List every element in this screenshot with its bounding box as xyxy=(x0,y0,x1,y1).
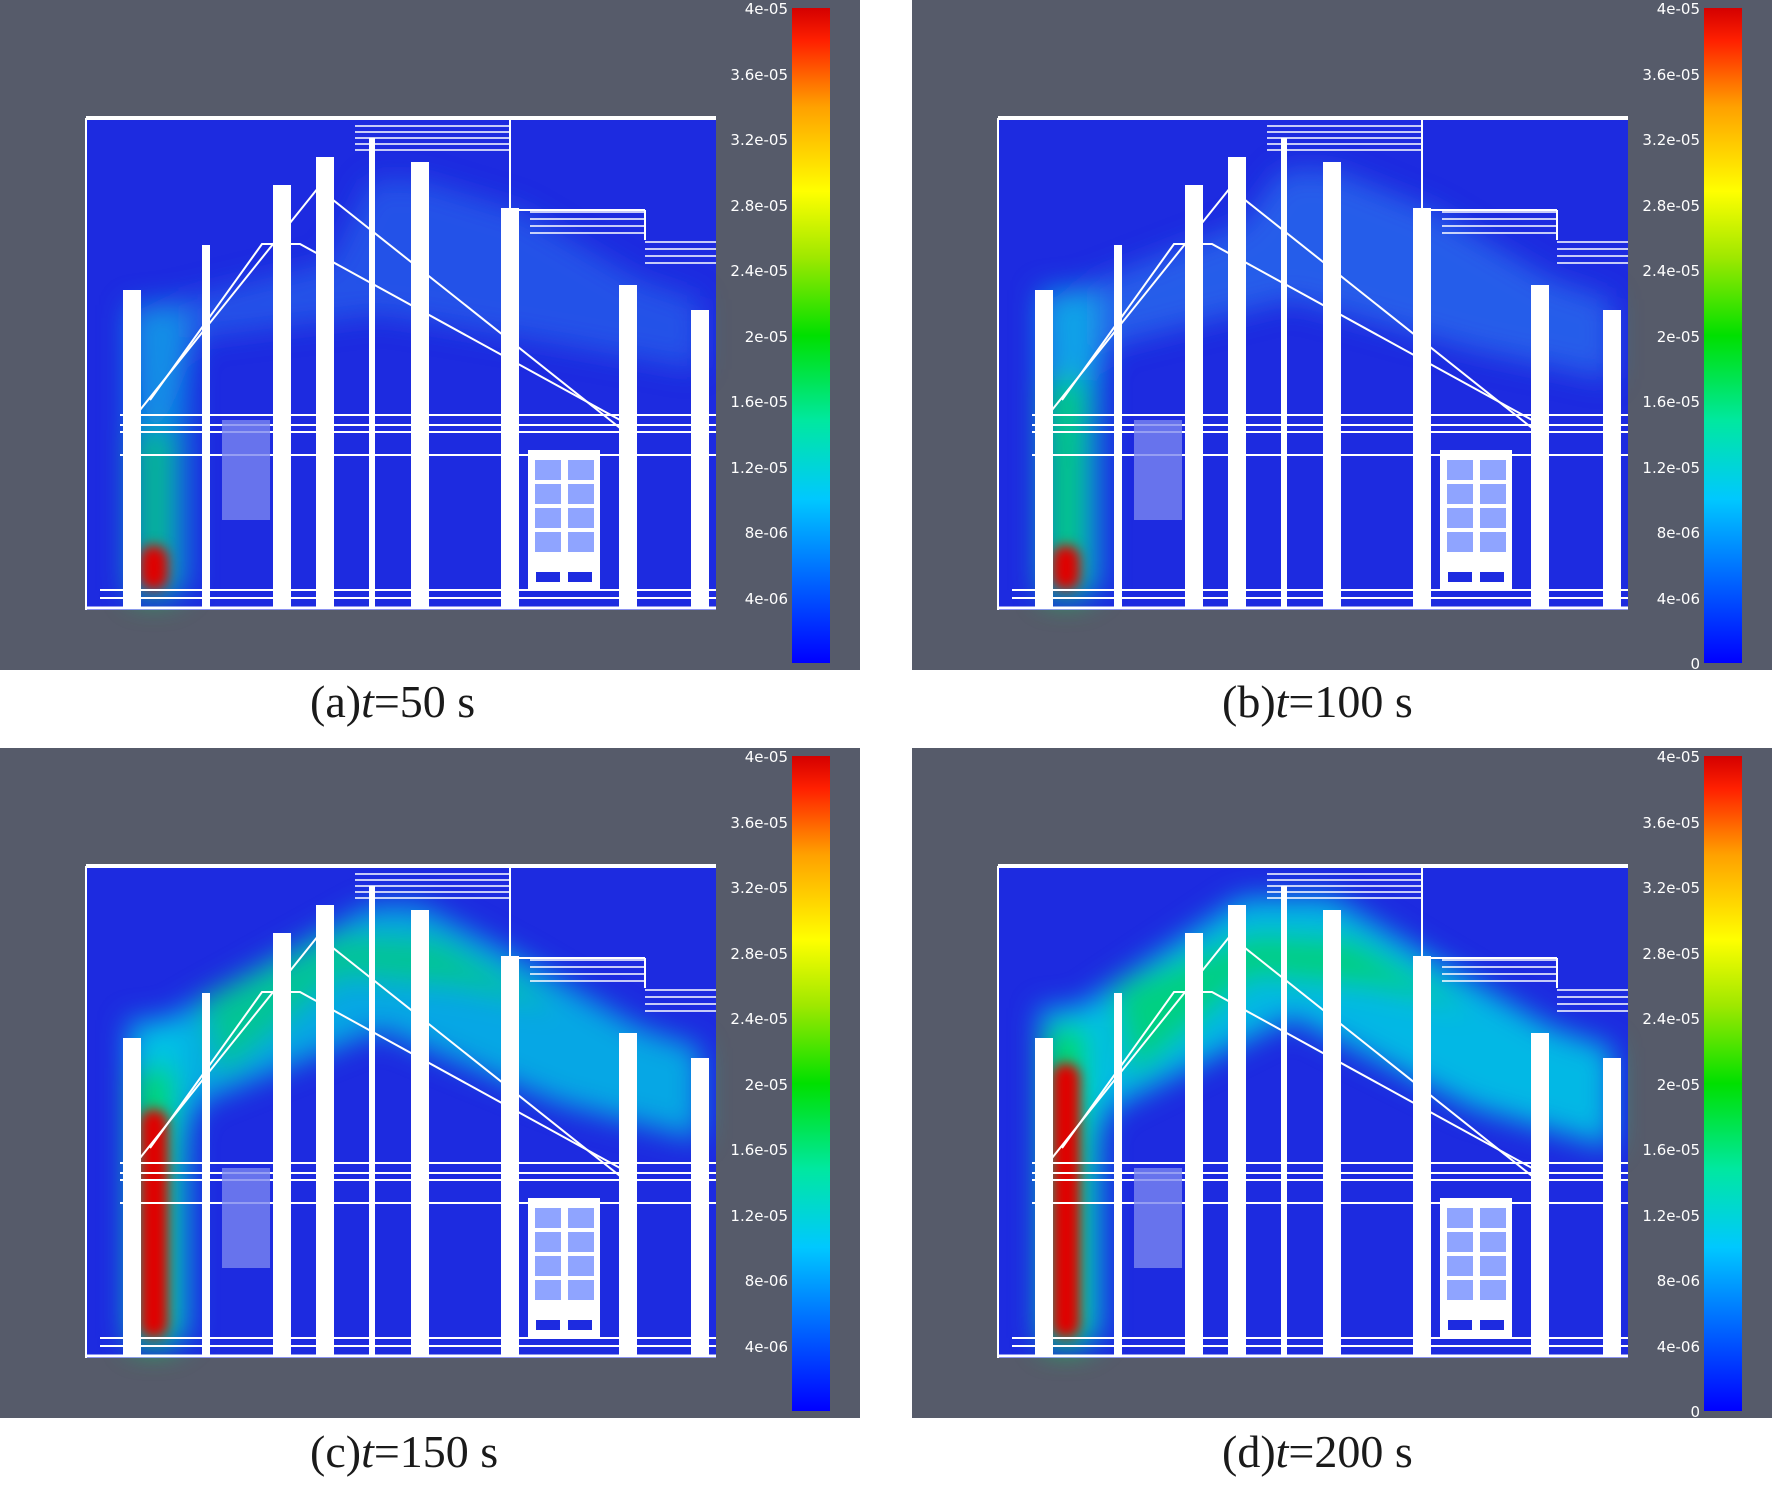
columns xyxy=(1035,886,1621,1356)
colorbar-tick-label: 1.6e-05 xyxy=(730,1141,788,1159)
caption-time-value: =100 s xyxy=(1288,676,1413,727)
concentration-field xyxy=(85,864,716,1358)
colorbar-tick-label: 2.8e-05 xyxy=(1642,944,1700,963)
colorbar-tick-label: 1.6e-05 xyxy=(730,393,788,411)
simulation-panel: 4e-05 3.6e-05 3.2e-05 2.8e-05 2.4e-05 2e-05 1.… xyxy=(0,0,860,670)
caption-time-value: =150 s xyxy=(373,1426,499,1477)
colorbar-tick-label: 2e-05 xyxy=(744,327,788,346)
colorbar-tick-label: 2.4e-05 xyxy=(1642,262,1700,280)
window xyxy=(222,1168,270,1268)
colorbar-tick-label: 1.2e-05 xyxy=(730,1206,788,1225)
colorbar-tick-label: 2e-05 xyxy=(1656,1075,1700,1094)
colorbar-tick-label: 2.4e-05 xyxy=(1642,1010,1700,1028)
door xyxy=(1440,450,1512,590)
panel-caption: (d)t=200 s xyxy=(1222,1425,1413,1478)
colorbar xyxy=(1704,756,1742,1411)
colorbar xyxy=(792,756,830,1411)
colorbar-tick-label: 8e-06 xyxy=(1656,524,1700,542)
caption-label: (a) xyxy=(310,676,362,727)
colorbar-tick-label: 3.2e-05 xyxy=(730,879,788,897)
caption-time-value: =50 s xyxy=(373,676,476,727)
colorbar-tick-label: 4e-06 xyxy=(744,589,788,608)
simulation-panel: 4e-05 3.6e-05 3.2e-05 2.8e-05 2.4e-05 2e-05 1.… xyxy=(912,0,1772,670)
colorbar-tick-label: 1.6e-05 xyxy=(1642,393,1700,411)
colorbar-tick-label: 3.6e-05 xyxy=(730,813,788,832)
colorbar xyxy=(1704,8,1742,663)
colorbar-tick-label: 1.6e-05 xyxy=(1642,1141,1700,1159)
colorbar-tick-label: 2.4e-05 xyxy=(730,262,788,280)
simulation-panel: 4e-05 3.6e-05 3.2e-05 2.8e-05 2.4e-05 2e-05 1.… xyxy=(0,748,860,1418)
colorbar-tick-label: 4e-05 xyxy=(744,0,788,18)
colorbar-tick-label: 2.8e-05 xyxy=(730,196,788,215)
colorbar-tick-label: 3.2e-05 xyxy=(730,131,788,149)
fire-source xyxy=(140,545,168,590)
colorbar-tick-label: 1.2e-05 xyxy=(1642,1206,1700,1225)
colorbar-tick-label: 4e-05 xyxy=(1656,748,1700,766)
colorbar-tick-label: 8e-06 xyxy=(1656,1272,1700,1290)
colorbar-tick-label: 1.2e-05 xyxy=(730,458,788,477)
colorbar-tick-label: 3.2e-05 xyxy=(1642,131,1700,149)
colorbar-tick-label: 3.2e-05 xyxy=(1642,879,1700,897)
caption-label: (b) xyxy=(1222,676,1276,727)
window xyxy=(222,420,270,520)
colorbar-tick-label: 3.6e-05 xyxy=(1642,65,1700,84)
window xyxy=(1134,1168,1182,1268)
colorbar xyxy=(792,8,830,663)
concentration-field xyxy=(85,116,716,610)
concentration-field xyxy=(997,116,1628,610)
colorbar-tick-label: 2e-05 xyxy=(744,1075,788,1094)
colorbar-tick-label: 2.8e-05 xyxy=(730,944,788,963)
caption-time-variable: t xyxy=(361,1426,374,1477)
colorbar-tick-label: 4e-06 xyxy=(744,1337,788,1356)
door xyxy=(528,1198,600,1338)
door xyxy=(528,450,600,590)
panel-caption: (a)t=50 s xyxy=(310,675,475,728)
colorbar-tick-label: 4e-06 xyxy=(1656,589,1700,608)
columns xyxy=(1035,138,1621,608)
door xyxy=(1440,1198,1512,1338)
colorbar-tick-label: 2e-05 xyxy=(1656,327,1700,346)
fire-source xyxy=(1052,545,1080,590)
columns xyxy=(123,886,709,1356)
simulation-panel: 4e-05 3.6e-05 3.2e-05 2.8e-05 2.4e-05 2e-05 1.… xyxy=(912,748,1772,1418)
concentration-field xyxy=(997,864,1628,1358)
caption-label: (d) xyxy=(1222,1426,1276,1477)
columns xyxy=(123,138,709,608)
caption-time-variable: t xyxy=(361,676,374,727)
panel-caption: (b)t=100 s xyxy=(1222,675,1413,728)
caption-time-variable: t xyxy=(1275,1426,1289,1477)
colorbar-tick-label: 3.6e-05 xyxy=(1642,813,1700,832)
colorbar-tick-label: 4e-05 xyxy=(1656,0,1700,18)
colorbar-tick-label: 8e-06 xyxy=(744,524,788,542)
colorbar-tick-label: 2.8e-05 xyxy=(1642,196,1700,215)
fire-source xyxy=(140,1109,168,1338)
fire-source xyxy=(1052,1063,1080,1338)
colorbar-tick-label: 4e-06 xyxy=(1656,1337,1700,1356)
colorbar-tick-label: 2.4e-05 xyxy=(730,1010,788,1028)
colorbar-tick-label: 1.2e-05 xyxy=(1642,458,1700,477)
caption-time-value: =200 s xyxy=(1288,1426,1413,1477)
colorbar-tick-label: 0 xyxy=(1690,1403,1700,1418)
colorbar-tick-label: 3.6e-05 xyxy=(730,65,788,84)
panel-caption: (c)t=150 s xyxy=(310,1425,498,1478)
window xyxy=(1134,420,1182,520)
colorbar-tick-label: 4e-05 xyxy=(744,748,788,766)
caption-time-variable: t xyxy=(1275,676,1289,727)
colorbar-tick-label: 0 xyxy=(1690,655,1700,670)
colorbar-tick-label: 8e-06 xyxy=(744,1272,788,1290)
caption-label: (c) xyxy=(310,1426,362,1477)
